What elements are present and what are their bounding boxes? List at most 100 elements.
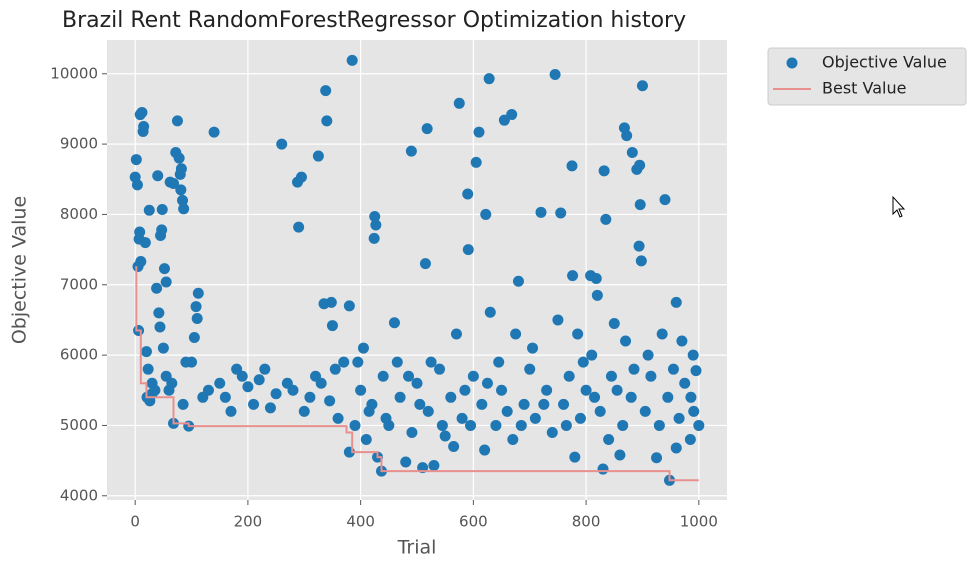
point [563, 370, 575, 382]
point [264, 402, 276, 414]
marks [129, 54, 705, 486]
point [614, 449, 626, 461]
point [419, 258, 431, 270]
point [555, 207, 567, 219]
y-tick-label: 8000 [60, 205, 98, 223]
point [156, 204, 168, 216]
point [515, 419, 527, 431]
point [352, 356, 364, 368]
point [270, 388, 282, 400]
point [670, 442, 682, 454]
point [611, 384, 623, 396]
point [633, 240, 645, 252]
point [355, 384, 367, 396]
point [572, 328, 584, 340]
point [157, 342, 169, 354]
y-tick-label: 4000 [60, 486, 98, 504]
point [191, 313, 203, 325]
point [636, 80, 648, 92]
point [304, 391, 316, 403]
point [507, 434, 519, 446]
point [138, 121, 150, 133]
point [394, 391, 406, 403]
point [329, 363, 341, 375]
x-tick-label: 200 [234, 513, 263, 531]
point [143, 204, 155, 216]
point [617, 419, 629, 431]
point [231, 363, 243, 375]
point [320, 85, 332, 97]
y-tick-label: 7000 [60, 275, 98, 293]
point [142, 363, 154, 375]
point [411, 377, 423, 389]
point [608, 317, 620, 329]
point [175, 163, 187, 175]
point [634, 199, 646, 211]
point [667, 363, 679, 375]
point [315, 377, 327, 389]
point [448, 441, 460, 453]
point [422, 405, 434, 417]
point [175, 184, 187, 196]
point [574, 412, 586, 424]
point [225, 405, 237, 417]
point [580, 384, 592, 396]
point [370, 219, 382, 231]
point [219, 391, 231, 403]
point [214, 377, 226, 389]
legend: Objective Value Best Value [767, 47, 967, 106]
cursor [892, 195, 906, 218]
point [173, 152, 185, 164]
point [158, 263, 170, 275]
point [400, 456, 412, 468]
point [406, 426, 418, 438]
point [131, 179, 143, 191]
point [192, 287, 204, 299]
point [586, 349, 598, 361]
point [625, 391, 637, 403]
point [253, 374, 265, 386]
point [149, 384, 161, 396]
point [527, 342, 539, 354]
point [368, 232, 380, 244]
point [326, 320, 338, 332]
point [685, 391, 697, 403]
point [688, 405, 700, 417]
point [177, 398, 189, 410]
point [626, 147, 638, 159]
point [635, 255, 647, 267]
point [552, 314, 564, 326]
point [476, 398, 488, 410]
point [338, 356, 350, 368]
point [377, 370, 389, 382]
point [324, 395, 336, 407]
legend-label: Best Value [822, 79, 906, 98]
point [140, 346, 152, 358]
point [535, 206, 547, 218]
point [177, 194, 189, 206]
point [388, 317, 400, 329]
point [465, 419, 477, 431]
legend-marker [786, 57, 798, 69]
point [621, 130, 633, 142]
point [178, 203, 190, 215]
point [188, 332, 200, 344]
point [490, 419, 502, 431]
point [421, 123, 433, 135]
point [276, 138, 288, 150]
x-tick-label: 0 [130, 513, 140, 531]
point [628, 363, 640, 375]
point [152, 170, 164, 182]
point [589, 391, 601, 403]
point [470, 156, 482, 168]
point [171, 115, 183, 127]
point [483, 73, 495, 85]
point [493, 356, 505, 368]
chart-title: Brazil Rent RandomForestRegressor Optimi… [62, 8, 686, 33]
point [139, 237, 151, 249]
point [439, 430, 451, 442]
point [168, 177, 180, 189]
point [529, 412, 541, 424]
point [208, 126, 220, 138]
point [590, 272, 602, 284]
